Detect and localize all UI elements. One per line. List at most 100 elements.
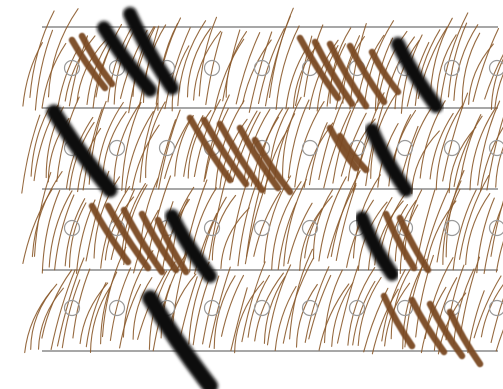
fine-hair xyxy=(183,115,204,177)
follicle-circle xyxy=(203,219,221,237)
fine-hair xyxy=(330,170,361,257)
fine-hair xyxy=(390,268,411,340)
fine-hair xyxy=(494,73,503,108)
fine-hair xyxy=(50,269,76,351)
fine-hair xyxy=(299,207,323,271)
fine-hair xyxy=(30,283,58,350)
follicle-circle xyxy=(443,59,461,77)
follicle-circle xyxy=(158,139,176,157)
fine-hair xyxy=(274,285,297,352)
fine-hair xyxy=(308,274,332,340)
fine-hair xyxy=(479,126,503,192)
fine-hair xyxy=(220,207,250,270)
thick-brown-hair xyxy=(311,38,356,108)
fine-hair xyxy=(442,92,469,182)
fine-hair xyxy=(486,117,503,191)
fine-hair xyxy=(318,176,347,262)
fine-hair xyxy=(158,109,181,190)
thick-brown-hairs xyxy=(68,32,484,368)
thick-brown-hair xyxy=(78,32,116,88)
dark-hair xyxy=(123,7,179,95)
fine-hair xyxy=(483,202,503,274)
fine-hair xyxy=(189,187,217,273)
fine-hair xyxy=(490,200,503,257)
fine-hair xyxy=(254,272,284,342)
fine-hair xyxy=(64,35,96,102)
fine-hair xyxy=(235,32,261,105)
fine-hair xyxy=(436,180,462,263)
fine-hair xyxy=(139,102,158,183)
fine-hair xyxy=(283,178,307,267)
dark-hair xyxy=(355,211,399,281)
fine-hair xyxy=(420,286,447,354)
fine-hair xyxy=(211,194,237,261)
thick-brown-hair xyxy=(251,136,294,196)
thick-brown-hair xyxy=(104,202,152,272)
fine-hair xyxy=(495,240,503,273)
fine-hair xyxy=(76,39,107,103)
fine-hair xyxy=(415,254,434,338)
thick-brown-hair xyxy=(154,216,190,276)
fine-hair xyxy=(234,280,265,354)
fine-hair xyxy=(101,246,127,338)
fine-hair xyxy=(232,111,261,183)
follicle-circle xyxy=(108,299,126,317)
thick-brown-hair xyxy=(296,34,342,102)
fine-hair xyxy=(227,110,258,182)
fine-hair xyxy=(48,190,73,268)
fine-hair xyxy=(268,7,294,98)
fine-hair xyxy=(186,27,211,98)
follicle-circle xyxy=(348,299,366,317)
fine-hair xyxy=(263,276,286,344)
fine-hair xyxy=(164,117,192,179)
fine-hair xyxy=(245,167,267,258)
fine-hair xyxy=(214,100,245,191)
fine-hair xyxy=(331,281,354,347)
fine-hair xyxy=(460,114,482,180)
fine-hair xyxy=(31,171,63,258)
follicle-circle xyxy=(63,219,81,237)
fine-hair xyxy=(439,12,469,103)
thick-brown-hair xyxy=(346,42,388,106)
thick-brown-hair xyxy=(120,206,166,276)
fine-hair xyxy=(448,126,477,194)
fine-hair xyxy=(72,268,91,339)
thick-brown-hair xyxy=(446,308,484,368)
fine-hair xyxy=(202,275,220,345)
fine-hair xyxy=(472,27,500,103)
dark-hair xyxy=(165,209,217,283)
follicle-circle xyxy=(301,219,319,237)
fine-hair xyxy=(447,22,468,98)
fine-hair xyxy=(371,288,399,355)
fine-hair xyxy=(285,46,308,110)
dark-hair xyxy=(46,104,118,198)
fine-hair xyxy=(122,250,154,338)
fine-hair xyxy=(253,190,282,257)
dark-hair xyxy=(97,21,157,97)
fine-hair xyxy=(414,29,441,107)
thick-brown-hair xyxy=(186,114,234,184)
fine-hair xyxy=(495,146,503,188)
fine-hair xyxy=(287,202,313,265)
follicle-circle xyxy=(443,219,461,237)
fine-hair xyxy=(442,188,461,266)
fine-hair xyxy=(313,189,334,260)
fine-hair xyxy=(323,110,351,189)
thick-brown-hair xyxy=(200,116,250,188)
fine-hair xyxy=(155,119,177,188)
fine-hair xyxy=(453,268,475,345)
fine-hair xyxy=(56,257,85,347)
fine-hair xyxy=(201,196,227,258)
fine-hair xyxy=(335,184,357,261)
fine-hair xyxy=(275,25,300,111)
fine-hair xyxy=(82,108,103,191)
fine-hair xyxy=(394,39,420,110)
fine-hair xyxy=(89,286,111,354)
fine-hair xyxy=(96,101,124,177)
thick-brown-hair xyxy=(396,214,432,274)
fine-hair xyxy=(465,193,491,266)
rule-lines xyxy=(42,26,498,352)
fine-hair xyxy=(95,23,123,98)
fine-hair xyxy=(453,115,483,187)
